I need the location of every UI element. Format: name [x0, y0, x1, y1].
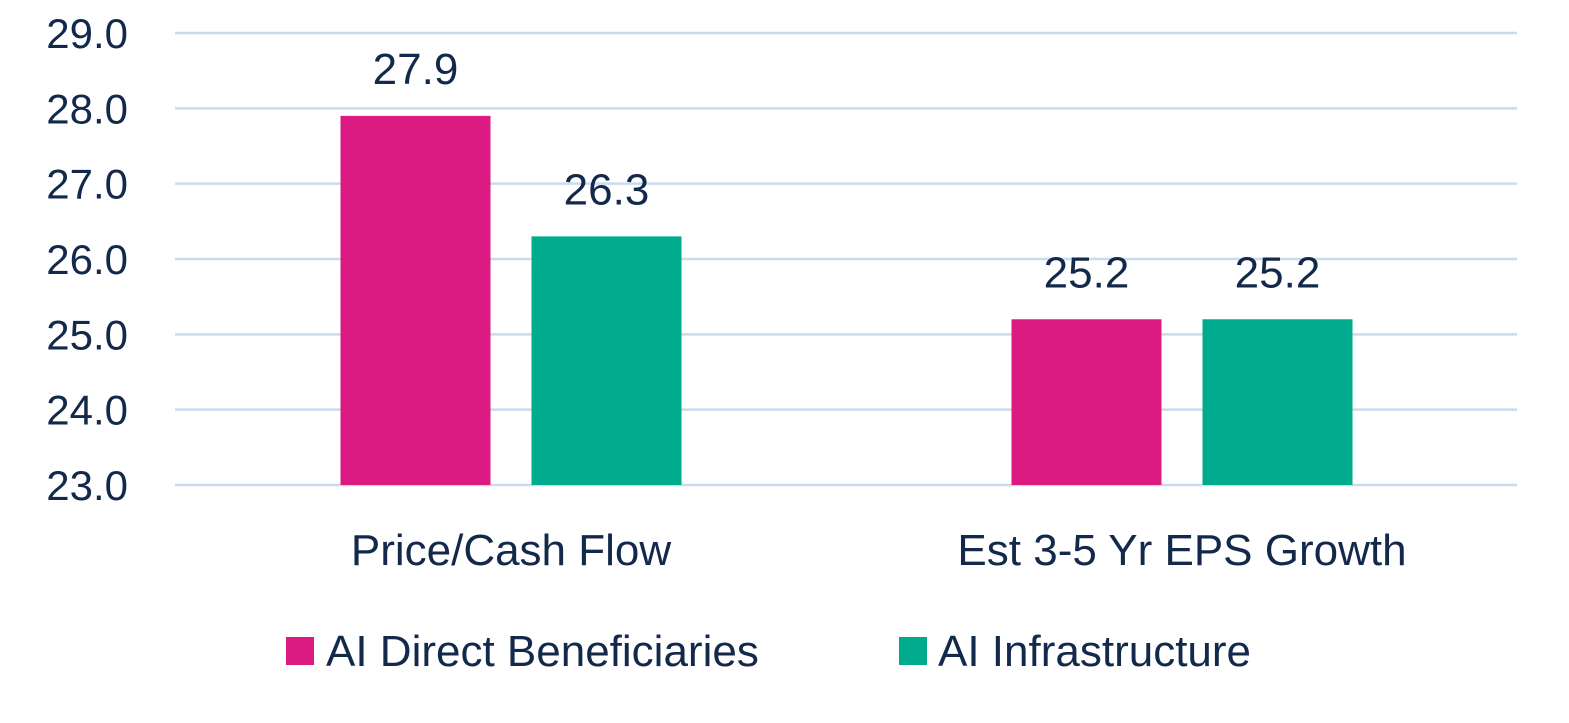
x-category-label: Price/Cash Flow — [351, 526, 672, 575]
bar-ai-infrastructure-1 — [531, 236, 682, 485]
data-labels: 27.9 26.3 25.2 25.2 — [373, 45, 1321, 297]
data-label: 25.2 — [1235, 248, 1321, 297]
y-tick-label: 23.0 — [46, 462, 128, 509]
y-axis: 23.0 24.0 25.0 26.0 27.0 28.0 29.0 — [46, 10, 128, 509]
y-tick-label: 26.0 — [46, 236, 128, 283]
legend-swatch — [286, 637, 314, 665]
y-tick-label: 27.0 — [46, 161, 128, 208]
x-axis: Price/Cash Flow Est 3-5 Yr EPS Growth — [351, 526, 1407, 575]
bar-ai-infrastructure-2 — [1202, 319, 1353, 485]
legend-label: AI Infrastructure — [938, 627, 1251, 676]
y-tick-label: 24.0 — [46, 387, 128, 434]
data-label: 25.2 — [1044, 248, 1130, 297]
y-tick-label: 29.0 — [46, 10, 128, 57]
bars — [340, 115, 1353, 485]
data-label: 26.3 — [564, 165, 650, 214]
legend-swatch — [899, 637, 927, 665]
bar-ai-direct-beneficiaries-1 — [340, 115, 491, 485]
legend: AI Direct Beneficiaries AI Infrastructure — [286, 627, 1251, 676]
bar-ai-direct-beneficiaries-2 — [1011, 319, 1162, 485]
x-category-label: Est 3-5 Yr EPS Growth — [957, 526, 1406, 575]
y-tick-label: 25.0 — [46, 311, 128, 358]
data-label: 27.9 — [373, 45, 459, 94]
legend-label: AI Direct Beneficiaries — [326, 627, 759, 676]
y-tick-label: 28.0 — [46, 85, 128, 132]
